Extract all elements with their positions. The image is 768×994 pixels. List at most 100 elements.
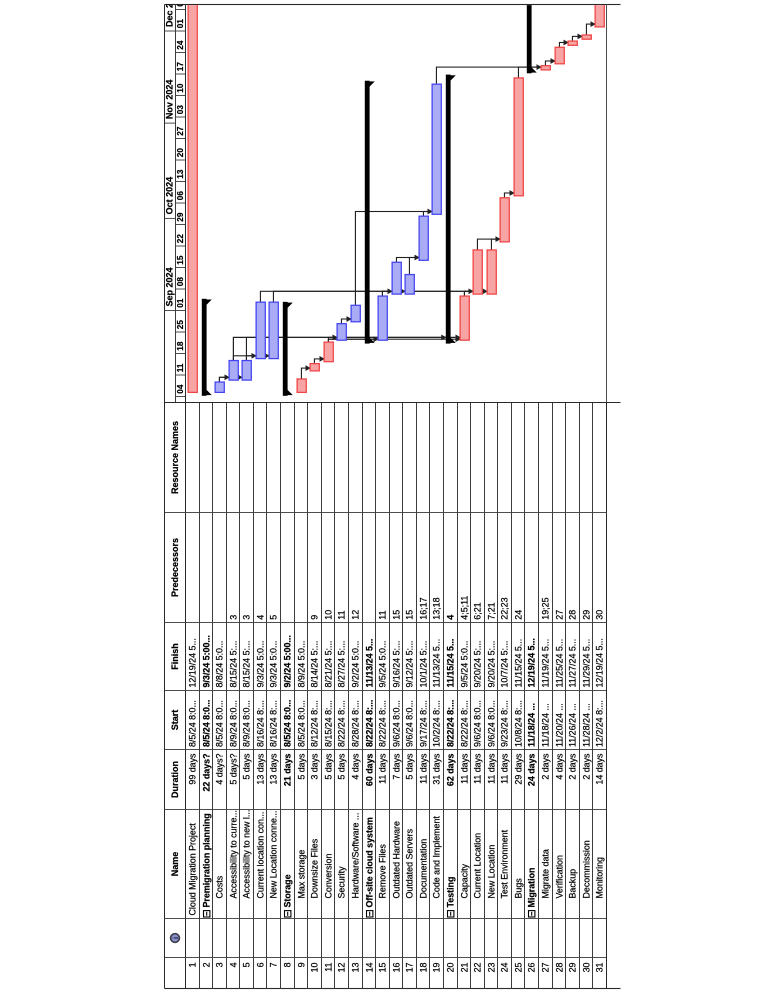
svg-text:12: 12 bbox=[336, 962, 346, 972]
svg-text:11/15/24 5...: 11/15/24 5... bbox=[445, 639, 455, 688]
svg-text:21: 21 bbox=[459, 962, 469, 972]
svg-text:13: 13 bbox=[176, 169, 185, 179]
svg-text:5 days: 5 days bbox=[336, 753, 346, 780]
svg-text:Name: Name bbox=[170, 852, 180, 877]
svg-text:4 days: 4 days bbox=[350, 753, 360, 780]
svg-text:11 days: 11 days bbox=[472, 753, 482, 784]
svg-text:Off-site cloud system: Off-site cloud system bbox=[364, 817, 374, 907]
svg-text:10/2/24 8:...: 10/2/24 8:... bbox=[431, 700, 441, 747]
svg-text:11/13/24 5...: 11/13/24 5... bbox=[364, 639, 374, 688]
svg-text:3: 3 bbox=[228, 615, 238, 620]
svg-text:01: 01 bbox=[176, 298, 185, 308]
svg-text:Sep 2024: Sep 2024 bbox=[164, 267, 174, 306]
svg-text:10: 10 bbox=[176, 83, 185, 93]
svg-text:3: 3 bbox=[241, 615, 251, 620]
svg-text:9/17/24 8:...: 9/17/24 8:... bbox=[418, 700, 428, 747]
svg-text:4 days?: 4 days? bbox=[214, 753, 224, 784]
svg-text:Accessibility to new l...: Accessibility to new l... bbox=[241, 810, 251, 899]
svg-text:8/5/24 8:0...: 8/5/24 8:0... bbox=[187, 700, 197, 747]
svg-text:Nov 2024: Nov 2024 bbox=[164, 80, 174, 120]
svg-text:8/5/24 8:0...: 8/5/24 8:0... bbox=[282, 700, 292, 747]
svg-text:9/5/24 5:0...: 9/5/24 5:0... bbox=[459, 641, 469, 688]
svg-text:11/15/24 5...: 11/15/24 5... bbox=[513, 639, 523, 688]
svg-text:60 days: 60 days bbox=[364, 753, 374, 786]
svg-text:29: 29 bbox=[567, 962, 577, 972]
svg-text:1: 1 bbox=[187, 962, 197, 967]
svg-text:31 days: 31 days bbox=[431, 753, 441, 785]
svg-text:Premigration planning: Premigration planning bbox=[201, 813, 211, 907]
svg-text:Resource Names: Resource Names bbox=[170, 421, 180, 494]
svg-text:2 days: 2 days bbox=[540, 753, 550, 780]
svg-text:8/5/24 8:0...: 8/5/24 8:0... bbox=[296, 700, 306, 747]
svg-text:8/22/24 8:...: 8/22/24 8:... bbox=[364, 700, 374, 747]
svg-text:13 days: 13 days bbox=[268, 753, 278, 785]
svg-text:20: 20 bbox=[176, 148, 185, 158]
svg-text:Testing: Testing bbox=[445, 877, 455, 908]
svg-text:8/12/24 8:...: 8/12/24 8:... bbox=[309, 700, 319, 747]
svg-text:5 days?: 5 days? bbox=[228, 753, 238, 784]
svg-text:2: 2 bbox=[201, 962, 211, 967]
svg-text:i: i bbox=[171, 937, 180, 939]
svg-text:12/19/24 5...: 12/19/24 5... bbox=[526, 638, 536, 687]
svg-text:9/2/24 5:0...: 9/2/24 5:0... bbox=[350, 641, 360, 688]
svg-text:Backup: Backup bbox=[567, 869, 577, 899]
svg-text:8/15/24 8:...: 8/15/24 8:... bbox=[323, 700, 333, 747]
svg-text:Monitoring: Monitoring bbox=[594, 857, 604, 899]
svg-text:10/1/24 5:...: 10/1/24 5:... bbox=[418, 641, 428, 688]
svg-text:08: 08 bbox=[176, 277, 185, 287]
svg-text:11/28/24 ...: 11/28/24 ... bbox=[581, 703, 591, 747]
svg-text:3 days: 3 days bbox=[309, 753, 319, 780]
svg-text:11 days: 11 days bbox=[459, 753, 469, 784]
svg-text:15: 15 bbox=[404, 610, 414, 620]
svg-text:04: 04 bbox=[176, 384, 185, 394]
svg-text:4;5;11: 4;5;11 bbox=[459, 596, 469, 620]
svg-text:19;25: 19;25 bbox=[540, 597, 550, 619]
svg-text:5 days: 5 days bbox=[296, 753, 306, 780]
svg-text:99 days: 99 days bbox=[187, 753, 197, 785]
svg-text:3: 3 bbox=[214, 962, 224, 967]
svg-text:11 days: 11 days bbox=[418, 753, 428, 784]
svg-text:8/22/24 8:...: 8/22/24 8:... bbox=[336, 700, 346, 747]
svg-text:10/7/24 5:...: 10/7/24 5:... bbox=[499, 641, 509, 688]
svg-text:4: 4 bbox=[228, 962, 238, 967]
svg-text:08: 08 bbox=[176, 0, 185, 7]
svg-text:8/27/24 5:...: 8/27/24 5:... bbox=[336, 641, 346, 688]
svg-text:06: 06 bbox=[176, 191, 185, 201]
svg-text:9/12/24 5:...: 9/12/24 5:... bbox=[404, 641, 414, 688]
svg-text:Predecessors: Predecessors bbox=[170, 538, 180, 597]
svg-text:Security: Security bbox=[336, 866, 346, 899]
svg-text:5 days: 5 days bbox=[323, 753, 333, 780]
svg-text:Verification: Verification bbox=[554, 855, 564, 898]
svg-text:7;21: 7;21 bbox=[486, 602, 496, 619]
svg-text:29 days: 29 days bbox=[513, 753, 523, 785]
svg-text:11/26/24 ...: 11/26/24 ... bbox=[567, 703, 577, 747]
svg-text:Conversion: Conversion bbox=[323, 854, 333, 899]
svg-text:Start: Start bbox=[170, 710, 180, 731]
svg-text:24 days: 24 days bbox=[526, 753, 536, 786]
svg-text:13: 13 bbox=[350, 962, 360, 972]
svg-text:4 days: 4 days bbox=[554, 753, 564, 780]
svg-text:9/2/24 5:00...: 9/2/24 5:00... bbox=[282, 635, 292, 687]
svg-text:30: 30 bbox=[581, 962, 591, 972]
svg-text:Dec 2024: Dec 2024 bbox=[164, 0, 174, 27]
svg-text:Max storage: Max storage bbox=[296, 850, 306, 899]
svg-text:8/21/24 5:...: 8/21/24 5:... bbox=[323, 641, 333, 688]
svg-text:11 days: 11 days bbox=[486, 753, 496, 784]
svg-text:11/19/24 5...: 11/19/24 5... bbox=[540, 639, 550, 688]
svg-text:8/5/24 8:0...: 8/5/24 8:0... bbox=[214, 700, 224, 747]
svg-text:8/9/24 8:0...: 8/9/24 8:0... bbox=[228, 700, 238, 747]
svg-text:8/15/24 5:...: 8/15/24 5:... bbox=[228, 641, 238, 688]
svg-text:9/20/24 5:...: 9/20/24 5:... bbox=[472, 641, 482, 688]
svg-text:Outdated Hardware: Outdated Hardware bbox=[391, 821, 401, 899]
svg-text:5: 5 bbox=[241, 962, 251, 967]
svg-text:11: 11 bbox=[377, 610, 387, 619]
svg-text:62 days: 62 days bbox=[445, 753, 455, 786]
svg-text:9/20/24 5:...: 9/20/24 5:... bbox=[486, 641, 496, 688]
svg-text:2 days: 2 days bbox=[581, 753, 591, 780]
svg-text:30: 30 bbox=[594, 610, 604, 620]
svg-text:7 days: 7 days bbox=[391, 753, 401, 780]
svg-text:11/25/24 5...: 11/25/24 5... bbox=[554, 639, 564, 688]
svg-text:Documentation: Documentation bbox=[418, 839, 428, 899]
svg-text:Remove Files: Remove Files bbox=[377, 844, 387, 899]
svg-text:9/16/24 5:...: 9/16/24 5:... bbox=[391, 641, 401, 688]
